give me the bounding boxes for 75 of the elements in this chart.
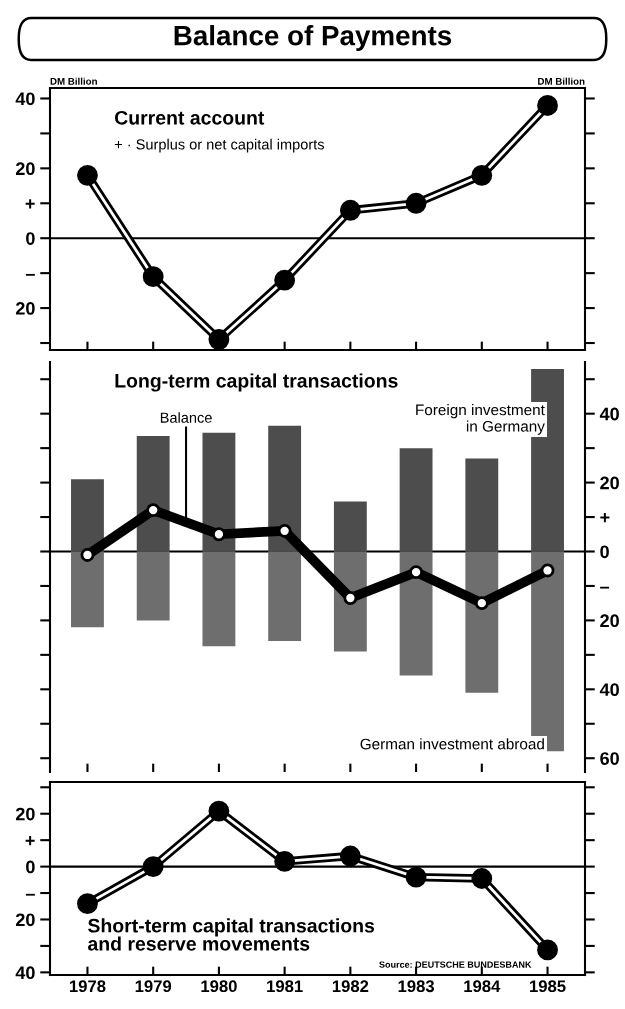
bar (136, 436, 170, 552)
bar (71, 479, 104, 552)
bar (202, 551, 236, 647)
point (343, 591, 358, 605)
annotation: Source: DEUTSCHE BUNDESBANK (379, 961, 532, 968)
x-tick-label: 1980 (201, 980, 237, 993)
y-tick-label: 40 (599, 683, 619, 697)
y-tick-label: 20 (15, 913, 35, 927)
bar (399, 551, 433, 676)
text: Current account (115, 110, 265, 125)
text: Short-term capital transactions and reserve movements (88, 918, 375, 951)
point (77, 893, 98, 915)
y-tick-label: 40 (599, 407, 619, 421)
y-tick-label: 0 (26, 860, 35, 874)
y-tick-label: + (25, 836, 35, 846)
x-tick-label: 1982 (332, 980, 369, 993)
y-tick-label: 60 (600, 752, 619, 765)
series-label: German investment abroad (360, 738, 544, 750)
point (540, 563, 555, 578)
text: Long-term capital transactions (115, 373, 398, 392)
x-tick-label: 1984 (464, 980, 501, 993)
text: DM Billion (538, 77, 585, 85)
text: Balance (160, 412, 212, 423)
y-tick-label: 40 (15, 966, 35, 980)
point (80, 548, 95, 562)
y-tick-label: 0 (600, 545, 609, 559)
point (274, 850, 296, 872)
bar (268, 551, 302, 642)
y-tick-label: 20 (15, 162, 35, 176)
point (537, 939, 558, 961)
bar (333, 501, 367, 552)
y-tick-label: + (25, 199, 35, 209)
point (208, 800, 230, 822)
point (474, 596, 489, 611)
y-tick-label: 20 (15, 302, 35, 315)
point (208, 329, 230, 350)
point (277, 523, 292, 538)
y-tick-label: 20 (600, 614, 619, 628)
y-tick-label: – (25, 273, 35, 276)
annotation: + · Surplus or net capital imports (114, 138, 325, 153)
y-tick-label: + (600, 513, 610, 523)
point (339, 199, 361, 221)
point (142, 266, 164, 288)
y-tick-label: – (25, 893, 35, 896)
y-tick-label: 20 (600, 476, 619, 490)
point (405, 866, 427, 888)
point (471, 868, 493, 889)
bar (71, 551, 104, 628)
y-tick-label: 20 (15, 807, 35, 821)
y-tick-label: – (600, 586, 610, 589)
y-tick-label: 40 (15, 92, 35, 106)
text: DM Billion (50, 77, 97, 85)
y-tick-label: 0 (26, 232, 35, 245)
point (339, 845, 361, 867)
point (211, 527, 226, 542)
point (274, 269, 296, 291)
point (405, 192, 427, 214)
point (142, 856, 164, 878)
x-tick-label: 1979 (135, 980, 172, 993)
chart-title: Balance of Payments (174, 25, 452, 51)
x-tick-label: 1985 (530, 980, 566, 993)
bar (136, 551, 170, 621)
x-tick-label: 1978 (69, 980, 106, 993)
x-tick-label: 1981 (267, 980, 303, 993)
bar (202, 432, 236, 552)
point (471, 164, 493, 186)
x-tick-label: 1983 (398, 980, 435, 993)
point (409, 565, 424, 580)
point (537, 95, 558, 116)
bar (465, 551, 499, 693)
point (77, 164, 98, 186)
series-label: Foreign investment in Germany (416, 404, 545, 435)
bar (399, 448, 433, 552)
bar (465, 458, 499, 552)
point (146, 503, 161, 518)
